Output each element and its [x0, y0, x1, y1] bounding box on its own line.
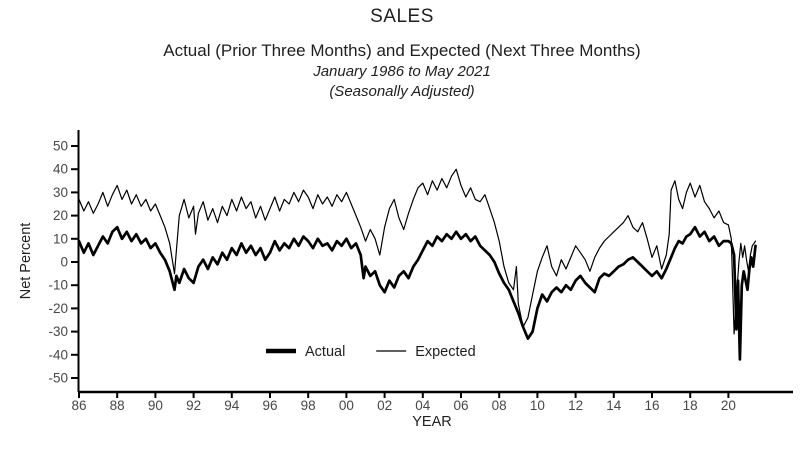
x-tick-label: 98 [301, 398, 316, 413]
y-tick-label: -20 [48, 301, 68, 316]
x-tick-label: 20 [721, 398, 736, 413]
x-tick-label: 12 [568, 398, 583, 413]
x-tick-label: 10 [530, 398, 545, 413]
legend-expected-label: Expected [415, 344, 475, 360]
y-axis-title: Net Percent [18, 223, 34, 300]
y-tick-label: 50 [53, 139, 68, 154]
y-tick-label: 20 [53, 208, 68, 223]
x-tick-label: 96 [262, 398, 277, 413]
date-range-label: January 1986 to May 2021 [313, 63, 491, 80]
x-tick-label: 06 [453, 398, 468, 413]
y-tick-label: -50 [48, 371, 68, 386]
x-tick-label: 90 [148, 398, 163, 413]
x-axis-ticks: 86 88 90 92 94 96 98 00 02 04 06 08 10 12 14 16 18 20 [71, 392, 736, 413]
x-tick-label: 00 [339, 398, 354, 413]
y-tick-label: 30 [53, 185, 68, 200]
x-tick-label: 14 [606, 398, 622, 413]
legend-actual-label: Actual [305, 344, 345, 360]
y-tick-label: 0 [60, 255, 68, 270]
adjustment-label: (Seasonally Adjusted) [329, 83, 475, 100]
x-tick-label: 92 [186, 398, 201, 413]
series-lines [77, 168, 757, 361]
y-tick-label: -40 [48, 347, 68, 362]
x-tick-label: 86 [71, 398, 86, 413]
chart-subtitle: Actual (Prior Three Months) and Expected… [163, 41, 641, 60]
y-tick-label: 40 [53, 162, 68, 177]
y-axis-ticks: 50 40 30 20 10 0 -10 -20 -30 -40 -50 [48, 139, 78, 386]
expected-series-line [78, 168, 757, 335]
x-tick-label: 88 [110, 398, 125, 413]
x-axis-title: YEAR [412, 414, 452, 430]
y-tick-label: -10 [48, 278, 68, 293]
y-tick-label: 10 [53, 231, 68, 246]
x-tick-label: 18 [683, 398, 698, 413]
actual-series-line [77, 225, 757, 361]
chart-title: SALES [370, 6, 434, 27]
x-tick-label: 08 [492, 398, 507, 413]
y-tick-label: -30 [48, 324, 68, 339]
x-tick-label: 04 [415, 398, 431, 413]
x-tick-label: 02 [377, 398, 392, 413]
chart-legend: Actual Expected [266, 344, 476, 360]
x-tick-label: 94 [224, 398, 240, 413]
x-tick-label: 16 [644, 398, 659, 413]
